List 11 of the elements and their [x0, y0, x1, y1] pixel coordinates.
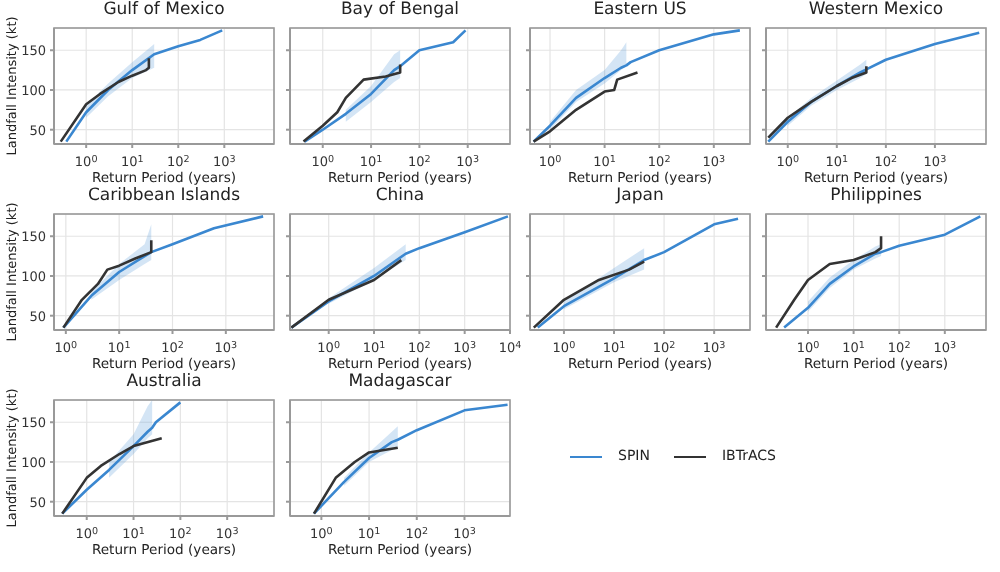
chart-title: Gulf of Mexico: [101, 0, 227, 22]
chart-title: China: [373, 186, 427, 208]
chart-title: Western Mexico: [806, 0, 946, 22]
chart-title: Australia: [124, 372, 204, 394]
chart-title: Japan: [613, 186, 666, 208]
chart-title: Bay of Bengal: [338, 0, 462, 22]
line-series: [65, 29, 224, 143]
chart-title: Caribbean Islands: [85, 186, 243, 208]
chart-title: Eastern US: [591, 0, 689, 22]
chart-title: Philippines: [828, 186, 924, 208]
chart-title: Madagascar: [346, 372, 454, 394]
